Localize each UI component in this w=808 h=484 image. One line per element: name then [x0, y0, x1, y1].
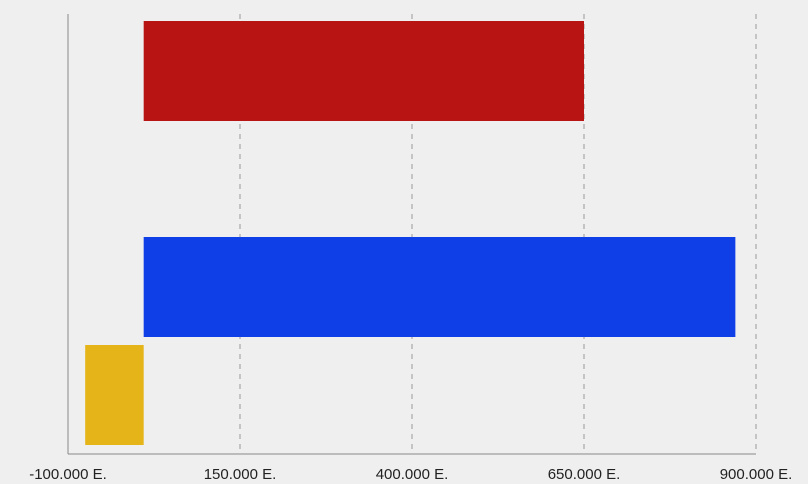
x-axis-ticks: -100.000 E. 150.000 E. 400.000 E. 650.000 E… [29, 466, 792, 483]
x-tick-label: 150.000 E. [204, 466, 277, 483]
x-tick-label: -100.000 E. [29, 466, 107, 483]
x-tick-label: 650.000 E. [548, 466, 621, 483]
bar-3 [85, 345, 144, 445]
bar-1 [143, 21, 584, 121]
bar-2 [143, 237, 736, 337]
bars [85, 21, 736, 445]
x-tick-label: 400.000 E. [376, 466, 449, 483]
x-tick-label: 900.000 E. [720, 466, 793, 483]
